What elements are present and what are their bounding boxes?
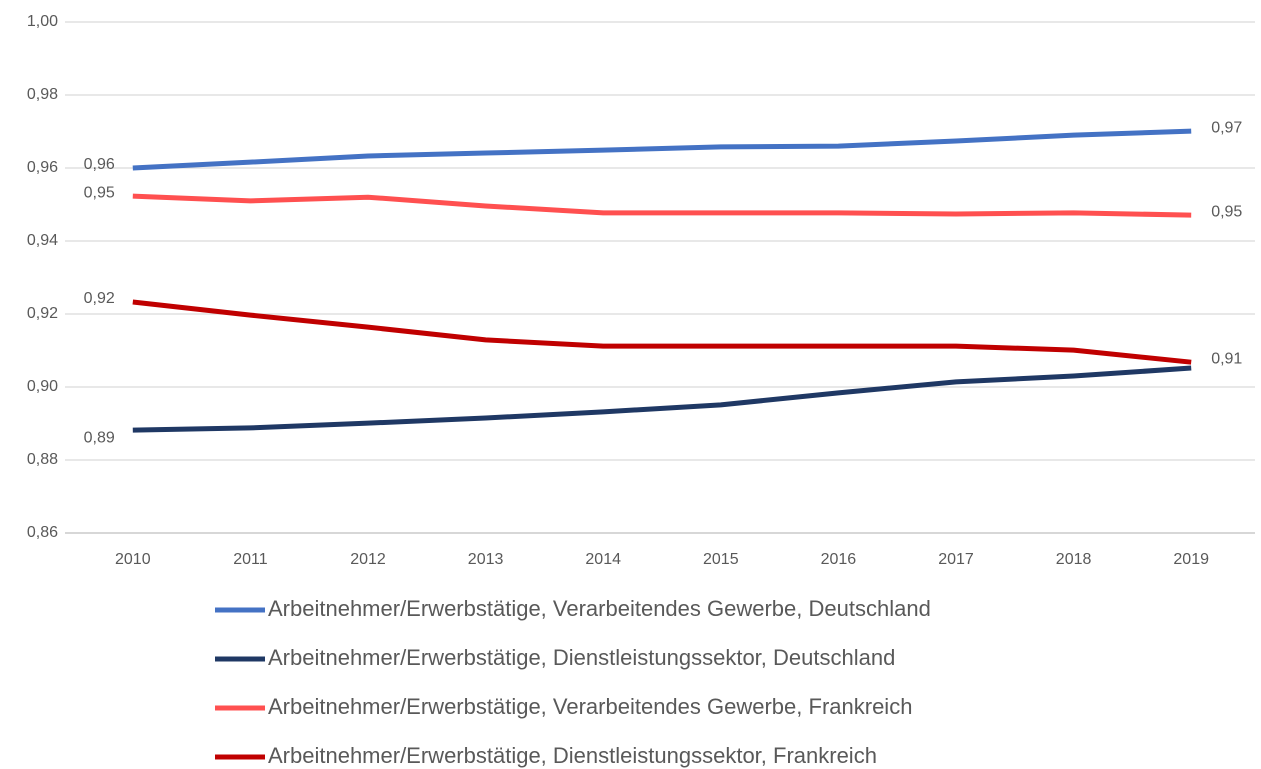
legend-label: Arbeitnehmer/Erwerbstätige, Dienstleistu… <box>268 645 895 670</box>
y-tick-label: 0,98 <box>27 86 58 103</box>
legend-label: Arbeitnehmer/Erwerbstätige, Verarbeitend… <box>268 596 931 621</box>
data-label: 0,89 <box>84 429 115 446</box>
y-tick-label: 0,96 <box>27 159 58 176</box>
line-series <box>132 299 1192 365</box>
data-label: 0,95 <box>1211 203 1242 220</box>
x-tick-label: 2015 <box>703 551 739 568</box>
data-label: 0,96 <box>84 156 115 173</box>
data-label: 0,95 <box>84 184 115 201</box>
data-label: 0,91 <box>1211 350 1242 367</box>
y-tick-label: 0,88 <box>27 451 58 468</box>
y-tick-label: 0,86 <box>27 524 58 541</box>
legend-label: Arbeitnehmer/Erwerbstätige, Dienstleistu… <box>268 743 877 768</box>
data-label: 0,97 <box>1211 119 1242 136</box>
y-tick-label: 0,90 <box>27 378 58 395</box>
x-tick-label: 2012 <box>350 551 386 568</box>
y-tick-label: 0,94 <box>27 232 58 249</box>
line-series <box>132 365 1192 433</box>
x-tick-label: 2010 <box>115 551 151 568</box>
y-tick-label: 1,00 <box>27 13 58 30</box>
data-label: 0,92 <box>84 290 115 307</box>
x-tick-label: 2018 <box>1056 551 1092 568</box>
x-tick-label: 2014 <box>585 551 621 568</box>
legend-label: Arbeitnehmer/Erwerbstätige, Verarbeitend… <box>268 694 912 719</box>
y-tick-label: 0,92 <box>27 305 58 322</box>
x-tick-label: 2017 <box>938 551 974 568</box>
x-tick-label: 2016 <box>821 551 857 568</box>
x-tick-label: 2019 <box>1173 551 1209 568</box>
line-series <box>132 193 1192 218</box>
x-tick-label: 2013 <box>468 551 504 568</box>
x-tick-label: 2011 <box>233 551 268 568</box>
line-series <box>132 128 1192 171</box>
